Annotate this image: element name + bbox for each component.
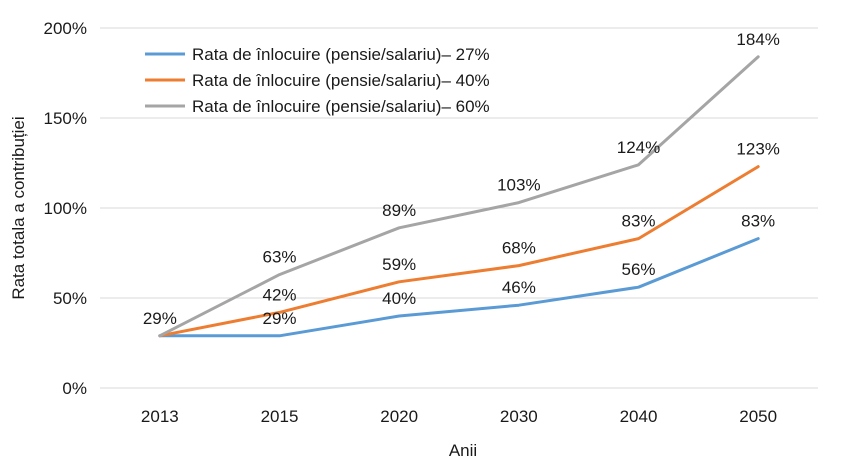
gridlines [100, 27, 818, 389]
data-labels: 29% 40% 46% 56% 83% 42% 59% 68% 83% 123% 29% 63% 89%… [143, 30, 780, 328]
data-label: 124% [617, 138, 660, 157]
series-line-3 [158, 55, 760, 338]
y-axis-title: Rata totala a contribuției [9, 116, 28, 299]
data-label: 42% [262, 285, 296, 304]
x-tick-label: 2040 [620, 407, 658, 426]
y-tick-label: 0% [62, 379, 87, 398]
data-label: 46% [502, 278, 536, 297]
legend-label: Rata de înlocuire (pensie/salariu)– 40% [192, 71, 490, 90]
data-label: 89% [382, 201, 416, 220]
x-axis: 2013 2015 2020 2030 2040 2050 [141, 407, 777, 426]
x-tick-label: 2015 [261, 407, 299, 426]
x-tick-label: 2030 [500, 407, 538, 426]
data-label: 40% [382, 289, 416, 308]
series-lines [158, 55, 760, 338]
data-label: 56% [621, 260, 655, 279]
data-label: 59% [382, 255, 416, 274]
x-tick-label: 2020 [380, 407, 418, 426]
y-tick-label: 100% [44, 199, 87, 218]
y-tick-label: 50% [53, 289, 87, 308]
legend: Rata de înlocuire (pensie/salariu)– 27% R… [145, 45, 490, 116]
data-label: 63% [262, 248, 296, 267]
data-label: 83% [621, 212, 655, 231]
legend-label: Rata de înlocuire (pensie/salariu)– 27% [192, 45, 490, 64]
data-label: 83% [741, 212, 775, 231]
x-tick-label: 2050 [739, 407, 777, 426]
y-tick-label: 150% [44, 109, 87, 128]
data-label: 103% [497, 176, 540, 195]
y-axis: 0% 50% 100% 150% 200% [44, 19, 87, 398]
data-label: 29% [262, 309, 296, 328]
data-label: 68% [502, 239, 536, 258]
y-tick-label: 200% [44, 19, 87, 38]
data-label: 184% [736, 30, 779, 49]
data-label: 123% [736, 140, 779, 159]
x-axis-title: Anii [449, 441, 477, 460]
series-line-2 [158, 165, 760, 338]
x-tick-label: 2013 [141, 407, 179, 426]
series-line-1 [158, 237, 760, 338]
legend-label: Rata de înlocuire (pensie/salariu)– 60% [192, 97, 490, 116]
data-label: 29% [143, 309, 177, 328]
